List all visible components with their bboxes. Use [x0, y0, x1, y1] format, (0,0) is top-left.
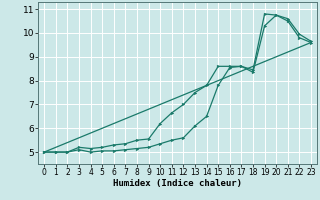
X-axis label: Humidex (Indice chaleur): Humidex (Indice chaleur)	[113, 179, 242, 188]
